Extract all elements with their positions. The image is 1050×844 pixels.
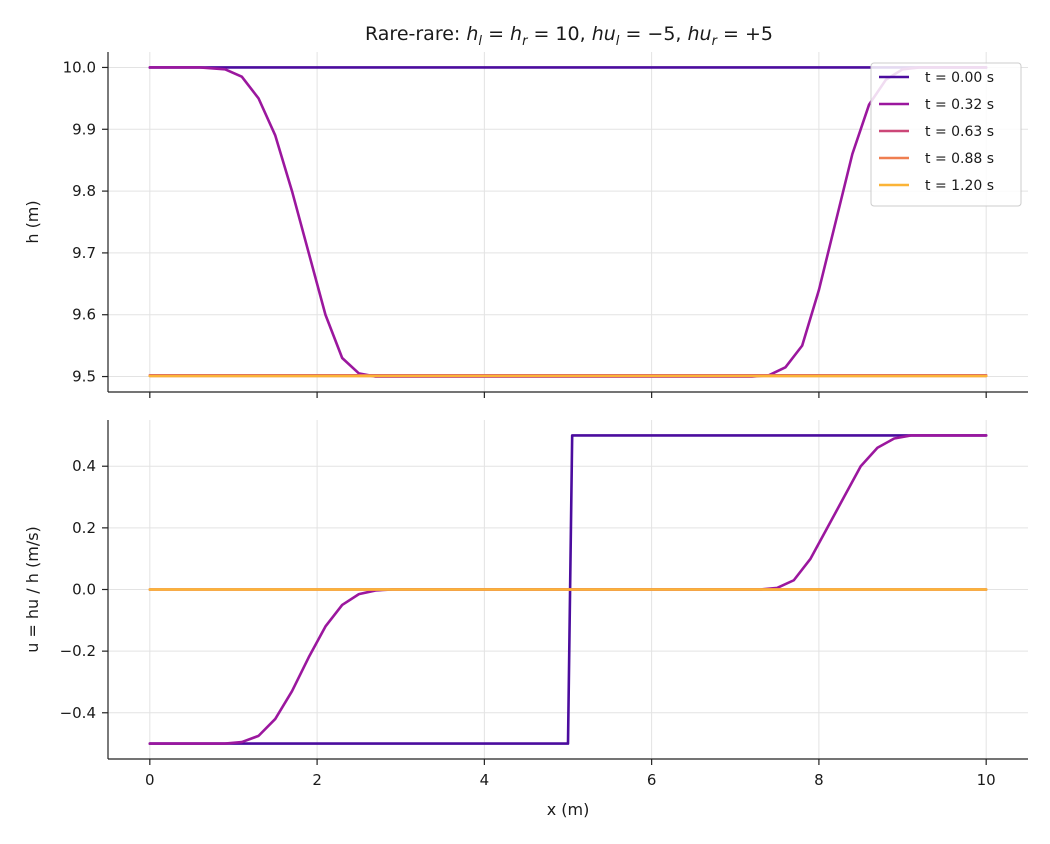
y-tick-label: 9.7 [72,244,96,262]
y-axis-label: u = hu / h (m/s) [23,526,42,653]
y-tick-label: 9.9 [72,120,96,138]
x-tick-label: 4 [480,771,490,789]
x-tick-label: 10 [977,771,996,789]
y-axis-label: h (m) [23,200,42,243]
y-tick-label: 9.5 [72,368,96,386]
legend-box [870,62,1022,207]
x-tick-label: 2 [312,771,322,789]
y-tick-label: 9.8 [72,182,96,200]
x-axis-label: x (m) [547,800,590,819]
legend-label-1: t = 0.00 s [925,70,994,86]
bottom-panel-u: 0 2 4 6 8 10 −0.4 −0.2 0.0 0.2 0.4 u = hu / h (m/s)… [23,420,1028,819]
y-tick-label: −0.4 [60,704,96,722]
legend: t = 0.00 s t = 0.32 s t = 0.63 s t = 0.88 s… [870,62,1022,207]
y-tick-label: 0.0 [72,581,96,599]
x-tick-label: 0 [145,771,155,789]
y-tick-label: 0.2 [72,519,96,537]
legend-label-3: t = 0.63 s [925,124,994,140]
legend-label-4: t = 0.88 s [925,151,994,167]
y-tick-label: −0.2 [60,642,96,660]
y-tick-label: 9.6 [72,306,96,324]
chart-title: Rare-rare: hl = hr = 10, hul = −5, hur =… [365,23,773,49]
legend-label-2: t = 0.32 s [925,97,994,113]
y-tick-label: 10.0 [63,58,96,76]
series-line-2 [148,66,988,378]
x-tick-label: 8 [814,771,824,789]
x-tick-label: 6 [647,771,657,789]
legend-label-5: t = 1.20 s [925,178,994,194]
y-tick-label: 0.4 [72,457,96,475]
